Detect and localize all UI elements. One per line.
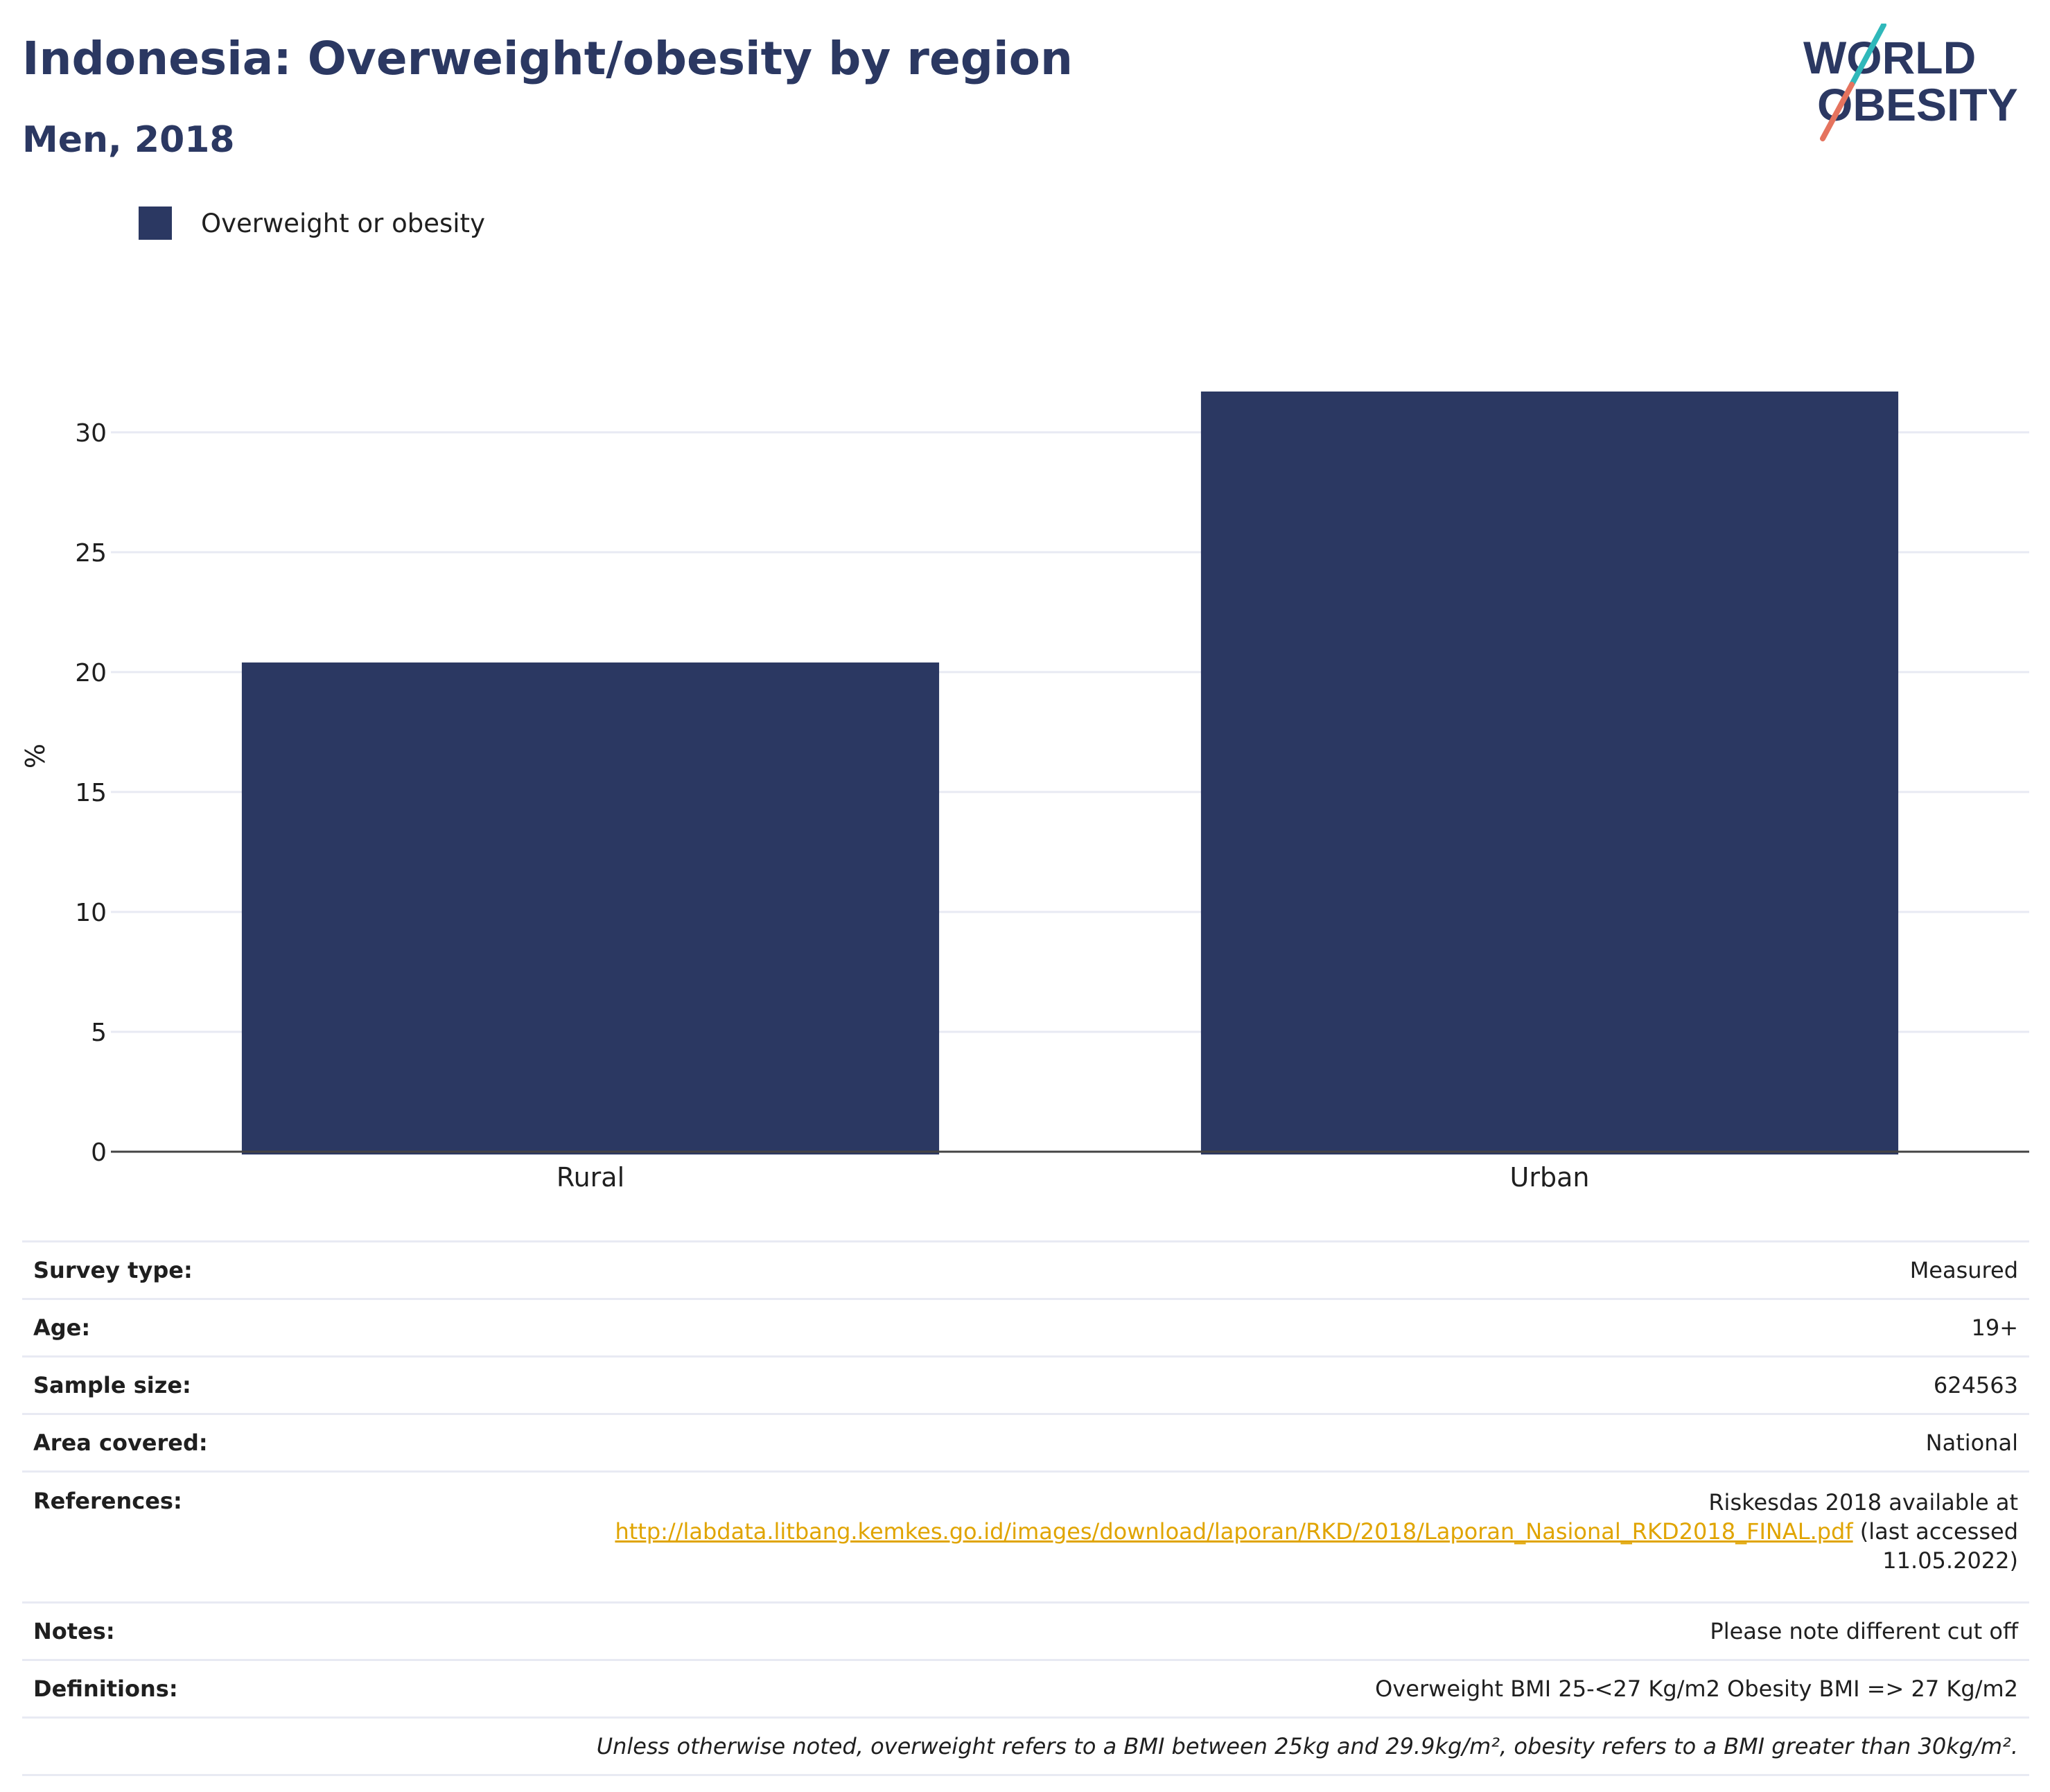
footnote: Unless otherwise noted, overweight refer… — [22, 1716, 2029, 1776]
row-notes: Notes: Please note different cut off — [22, 1601, 2029, 1660]
references-label: References: — [22, 1470, 335, 1603]
logo-slash-teal — [1849, 24, 1886, 87]
y-tick-label: 20 — [75, 659, 107, 687]
y-axis-ticks: 0 5 10 15 20 25 30 — [75, 419, 107, 1167]
survey-type-value: Measured — [335, 1240, 2029, 1299]
bars — [241, 391, 1899, 1155]
legend-label: Overweight or obesity — [201, 208, 485, 238]
row-definitions: Definitions: Overweight BMI 25-<27 Kg/m2… — [22, 1659, 2029, 1718]
sample-size-label: Sample size: — [22, 1355, 335, 1414]
references-date: 11.05.2022) — [1882, 1547, 2018, 1574]
legend-swatch — [139, 207, 172, 240]
row-survey-type: Survey type: Measured — [22, 1240, 2029, 1299]
area-covered-value: National — [335, 1413, 2029, 1472]
y-tick-label: 10 — [75, 899, 107, 927]
y-tick-label: 5 — [91, 1019, 107, 1047]
logo-slash-coral — [1820, 82, 1855, 141]
bar-urban[interactable] — [1200, 391, 1899, 1155]
x-axis-ticks: Rural Urban — [557, 1162, 1590, 1193]
logo-text-obesity: OBESITY — [1817, 79, 2018, 130]
survey-type-label: Survey type: — [22, 1240, 335, 1299]
chart-subtitle: Men, 2018 — [22, 119, 235, 161]
row-sample-size: Sample size: 624563 — [22, 1355, 2029, 1414]
definitions-label: Definitions: — [22, 1659, 335, 1718]
legend[interactable]: Overweight or obesity — [139, 207, 485, 240]
row-area-covered: Area covered: National — [22, 1413, 2029, 1472]
row-references: References: Riskesdas 2018 available at … — [22, 1470, 2029, 1603]
x-tick-label: Rural — [557, 1162, 624, 1193]
survey-info-table: Survey type: Measured Age: 19+ Sample si… — [22, 1240, 2029, 1776]
logo-text-world: WORLD — [1803, 32, 1976, 83]
world-obesity-logo: WORLD OBESITY — [1803, 24, 2018, 141]
age-value: 19+ — [335, 1298, 2029, 1357]
sample-size-value: 624563 — [335, 1355, 2029, 1414]
bar-chart: 0 5 10 15 20 25 30 Rural Urban % — [20, 391, 2029, 1193]
row-footnote: Unless otherwise noted, overweight refer… — [22, 1716, 2029, 1776]
notes-label: Notes: — [22, 1601, 335, 1660]
age-label: Age: — [22, 1298, 335, 1357]
definitions-value: Overweight BMI 25-<27 Kg/m2 Obesity BMI … — [335, 1659, 2029, 1718]
x-tick-label: Urban — [1510, 1162, 1590, 1193]
y-tick-label: 15 — [75, 779, 107, 807]
row-age: Age: 19+ — [22, 1298, 2029, 1357]
y-tick-label: 0 — [91, 1139, 107, 1167]
y-axis-label: % — [20, 744, 51, 768]
y-tick-label: 25 — [75, 539, 107, 568]
y-tick-label: 30 — [75, 419, 107, 448]
bar-rural[interactable] — [241, 662, 940, 1154]
chart-title: Indonesia: Overweight/obesity by region — [22, 32, 1073, 85]
area-covered-label: Area covered: — [22, 1413, 335, 1472]
references-link[interactable]: http://labdata.litbang.kemkes.go.id/imag… — [615, 1518, 1853, 1545]
notes-value: Please note different cut off — [335, 1601, 2029, 1660]
references-text: Riskesdas 2018 available at — [1708, 1489, 2018, 1516]
references-value: Riskesdas 2018 available at http://labda… — [335, 1470, 2029, 1603]
references-suffix: (last accessed — [1852, 1518, 2018, 1545]
